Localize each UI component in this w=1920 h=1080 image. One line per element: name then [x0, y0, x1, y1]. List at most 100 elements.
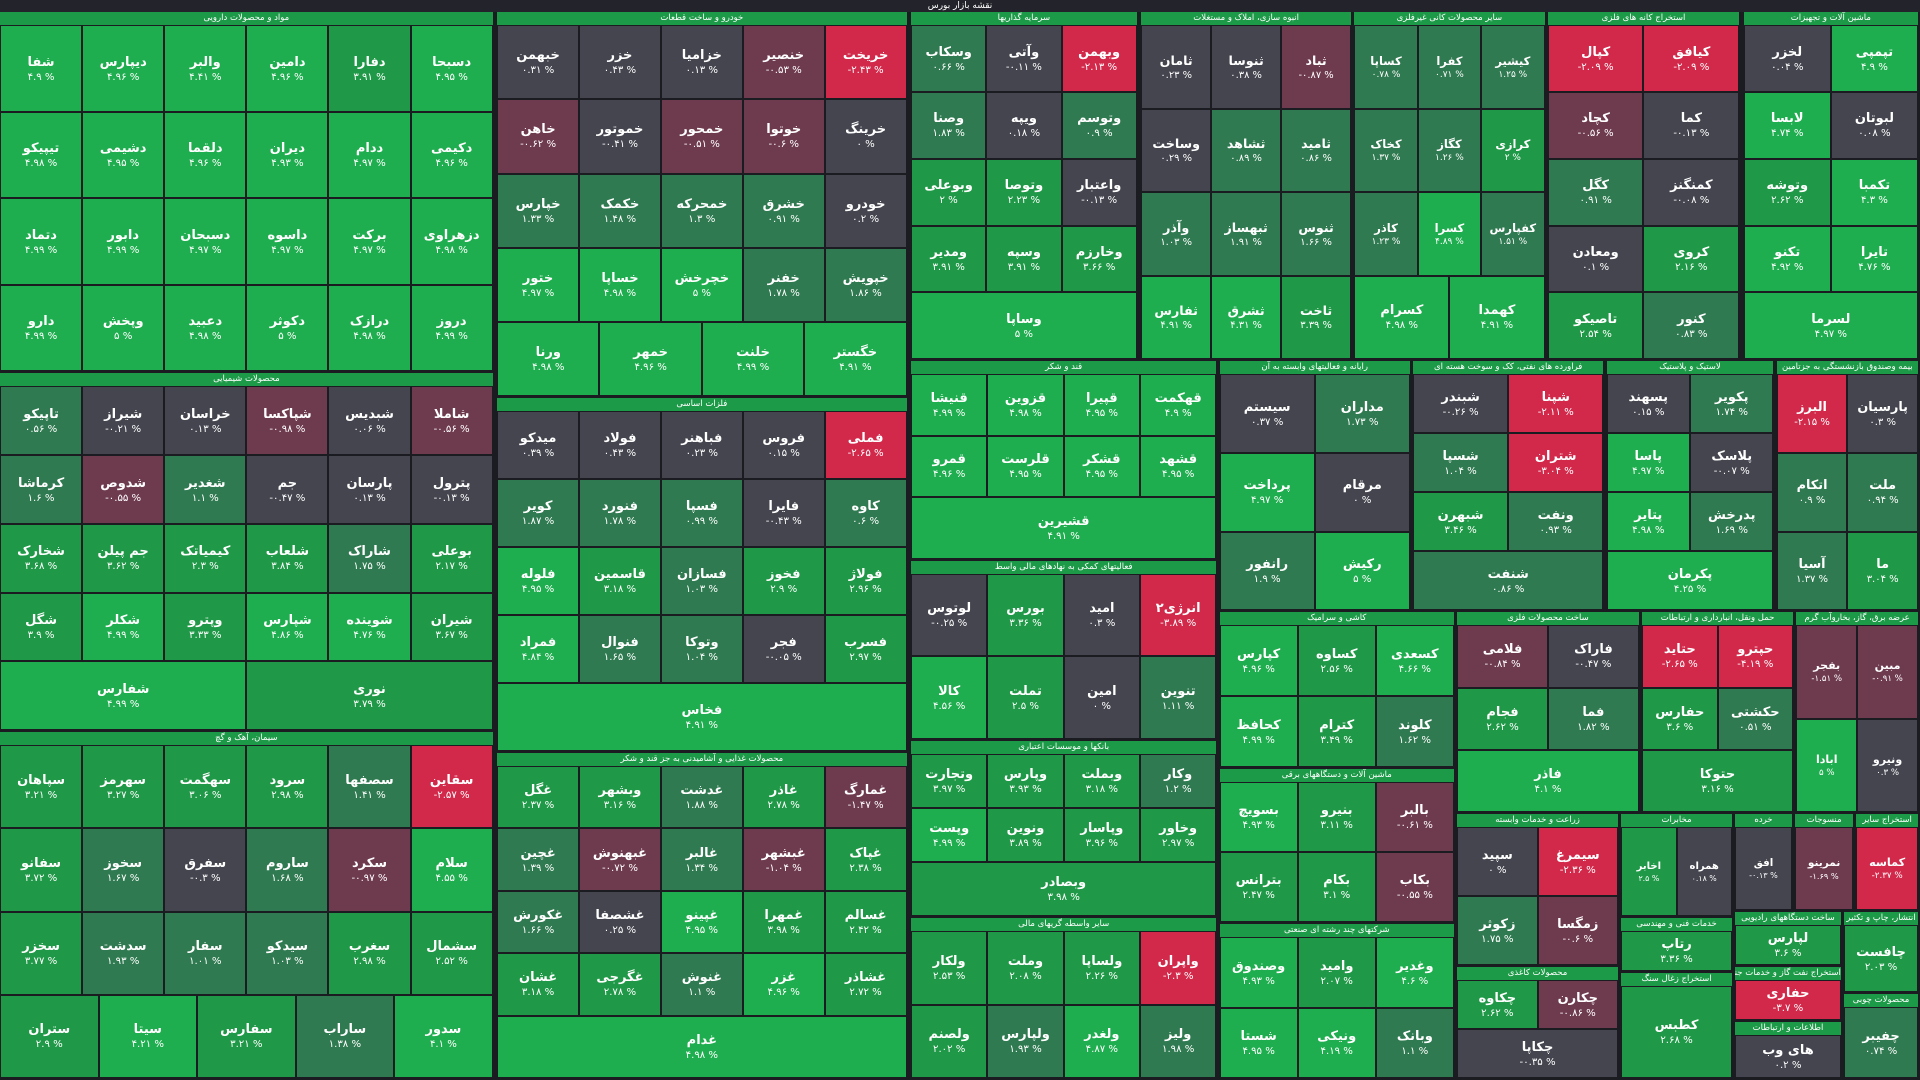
stock-change: ۴.۶ % — [1401, 975, 1429, 987]
stock-name: آسیا — [1798, 556, 1826, 572]
stock-tile: غپینو ۴.۹۵ % — [660, 890, 743, 954]
stock-name: غشاذر — [845, 970, 887, 986]
stock-tile: سخزر ۳.۷۷ % — [0, 911, 83, 995]
stock-tile: شاملا -۰.۵۶ % — [410, 386, 493, 456]
stock-name: کیشیر — [1495, 53, 1531, 68]
stock-change: ۳.۱۱ % — [1320, 820, 1353, 832]
stock-tile: وبملت ۳.۱۸ % — [1063, 753, 1141, 808]
stock-tile: خفنر ۱.۷۸ % — [742, 247, 825, 322]
stock-name: غاذر — [769, 783, 798, 799]
stock-change: -۰.۸۶ % — [1559, 1007, 1596, 1019]
stock-name: قزوین — [1004, 390, 1047, 406]
stock-change: ۴.۹۱ % — [839, 361, 872, 373]
stock-tile: حفارس ۳.۶ % — [1642, 687, 1718, 750]
stock-name: کفپارس — [1489, 220, 1537, 235]
stock-tile: فسرب ۲.۹۷ % — [824, 615, 907, 684]
stock-tile: دفارا ۳.۹۱ % — [328, 25, 411, 112]
stock-name: کالا — [938, 683, 961, 699]
stock-tile: کترام ۳.۴۹ % — [1297, 696, 1376, 767]
stock-name: پکرمان — [1667, 566, 1713, 582]
stock-tile: حکشتی ۰.۵۱ % — [1717, 687, 1794, 750]
stock-name: سدشت — [99, 939, 147, 955]
stock-name: پترول — [432, 475, 471, 491]
stock-tile: خشرق ۰.۹۱ % — [742, 173, 825, 248]
stock-name: خوتوا — [766, 122, 802, 138]
stock-tile: وسکاب ۰.۶۶ % — [911, 25, 987, 93]
stock-tile: ومدیر ۳.۹۱ % — [911, 225, 987, 293]
sector-title: لاستیک و پلاستیک — [1606, 361, 1774, 375]
stock-change: -۲.۶۵ % — [847, 447, 884, 459]
stock-tile: سدور ۴.۱ % — [394, 994, 493, 1078]
stock-tile: کمنگنز -۰.۰۸ % — [1643, 158, 1740, 226]
stock-change: ۱.۰۳ % — [1160, 236, 1193, 248]
stock-tile: شخارک ۳.۶۸ % — [0, 523, 83, 593]
stock-change: ۲.۹ % — [770, 583, 798, 595]
stock-tile: کاذر ۱.۲۳ % — [1354, 192, 1418, 276]
stock-change: ۴.۹۹ % — [1242, 734, 1275, 746]
stock-tile: نوری ۳.۷۹ % — [246, 661, 493, 731]
stock-tile: فباهنر ۰.۲۳ % — [660, 410, 743, 479]
stock-name: کفرا — [1436, 53, 1463, 68]
stock-tile: قشکر ۴.۹۵ % — [1063, 435, 1141, 498]
stock-tile: دسبحان ۴.۹۷ % — [164, 198, 247, 285]
stock-change: ۳.۷۹ % — [353, 698, 386, 710]
stock-tile: کساوه ۲.۵۶ % — [1297, 625, 1376, 697]
stock-tile: ولصنم ۲.۰۲ % — [911, 1004, 988, 1078]
stock-change: ۱.۵۱ % — [1498, 236, 1528, 247]
sector: استخراج کانه های فلزی کیافق -۲.۰۹ % کپال -۲.… — [1547, 12, 1740, 360]
sector: شرکتهای چند رشته ای صنعتی وغدیر ۴.۶ % وامید… — [1219, 924, 1454, 1078]
stock-tile: کیشیر ۱.۲۵ % — [1481, 25, 1545, 109]
stock-name: نوری — [353, 681, 386, 697]
stock-change: ۰.۳۸ % — [1230, 69, 1262, 81]
stock-tile: ونوین ۳.۸۹ % — [987, 807, 1064, 863]
stock-change: ۲.۰۲ % — [933, 1044, 966, 1056]
stock-name: سخوز — [104, 856, 143, 872]
stock-name: وبهمن — [1078, 44, 1121, 60]
stock-tile: حتوکا ۳.۱۶ % — [1642, 749, 1794, 813]
stock-name: فولاد — [603, 430, 637, 446]
stock-change: -۰.۸۴ % — [1484, 659, 1521, 671]
stock-name: خگستر — [833, 344, 878, 360]
stock-name: شپارس — [263, 613, 312, 629]
stock-tile: تاپیکو ۰.۵۶ % — [0, 386, 83, 456]
stock-change: ۴.۵۶ % — [933, 700, 966, 712]
stock-change: ۰.۱۵ % — [1632, 406, 1665, 418]
stock-change: -۰.۸۷ % — [1298, 69, 1334, 81]
stock-tile: وبصادر ۳.۹۸ % — [911, 862, 1217, 917]
stock-name: حفارس — [1655, 704, 1705, 720]
stock-change: ۴.۹۶ % — [435, 158, 468, 170]
stock-change: -۰.۶ % — [768, 139, 800, 151]
sector-title: استخراج سایر — [1856, 814, 1918, 828]
stock-change: -۱.۵۱ % — [1811, 674, 1843, 685]
stock-tile: ختور ۴.۹۷ % — [497, 247, 580, 322]
stock-tile: دعبید ۴.۹۸ % — [164, 284, 247, 372]
stock-name: لبوتان — [1854, 111, 1895, 127]
stock-change: ۴.۹۷ % — [271, 244, 304, 256]
sector: اطلاعات و ارتباطات های وب ۰.۲ % — [1735, 1022, 1841, 1078]
stock-tile: فجام ۲.۶۲ % — [1457, 687, 1548, 750]
sector: رایانه و فعالیتهای وابسته به آن مداران ۱.۷… — [1219, 361, 1410, 611]
stock-name: سدور — [425, 1022, 462, 1038]
stock-name: قشیرین — [1037, 514, 1090, 530]
stock-name: واپران — [1157, 954, 1199, 970]
stock-change: ۴.۶۶ % — [1398, 663, 1432, 675]
stock-name: ساراب — [323, 1022, 367, 1038]
stock-change: ۰.۹۴ % — [1866, 495, 1899, 507]
sector: محصولات کاغذی چکارن -۰.۸۶ % چکاوه ۲.۶۲ % چکاپ… — [1457, 967, 1618, 1078]
stock-change: ۴.۸۷ % — [1085, 1044, 1119, 1056]
stock-change: ۱.۶۵ % — [603, 652, 637, 663]
stock-change: ۰.۸۶ % — [1300, 153, 1332, 165]
sector: منسوجات نمرینو -۱.۶۹ % — [1795, 814, 1854, 911]
stock-name: غبشهر — [761, 845, 806, 861]
stock-tile: سیمرغ -۲.۳۶ % — [1537, 827, 1618, 897]
stock-change: ۴.۹۵ % — [685, 925, 719, 936]
stock-name: شاملا — [433, 406, 470, 422]
stock-name: بسویچ — [1238, 803, 1279, 819]
stock-tile: سفانو ۳.۷۲ % — [0, 828, 83, 912]
stock-name: پسهند — [1628, 389, 1669, 405]
stock-tile: سخوز ۱.۶۷ % — [82, 828, 165, 912]
stock-change: ۰.۱۸ % — [1007, 128, 1041, 140]
stock-change: ۳.۶ % — [1666, 721, 1694, 733]
stock-change: ۴.۹۹ % — [106, 244, 140, 256]
stock-change: -۰.۵۵ % — [1396, 890, 1433, 902]
